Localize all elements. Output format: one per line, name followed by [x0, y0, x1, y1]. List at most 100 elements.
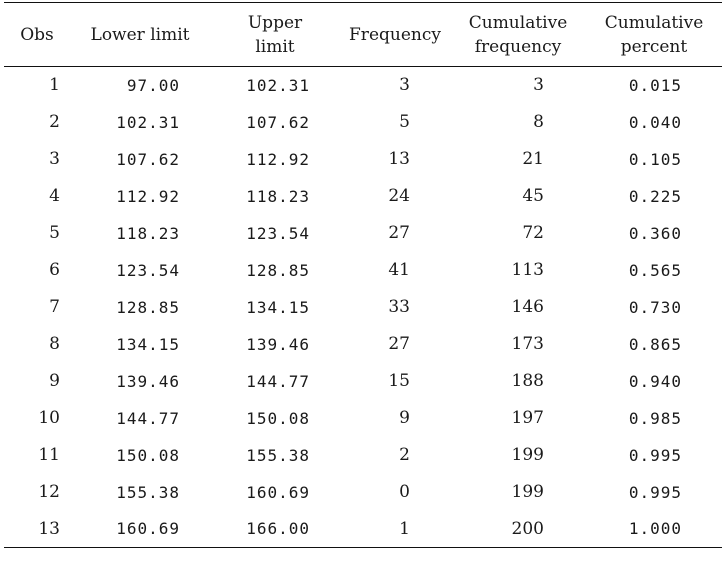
table-row: 6 123.54 128.85 41 113 0.565 [4, 252, 722, 289]
table-row: 10 144.77 150.08 9 197 0.985 [4, 400, 722, 437]
cell-frequency: 2 [399, 445, 410, 465]
cell-lower-limit: 102.31 [116, 112, 180, 132]
table-row: 1 97.00 102.31 3 3 0.015 [4, 67, 722, 104]
cell-upper-limit: 128.85 [246, 260, 310, 280]
cell-upper-limit: 118.23 [246, 186, 310, 206]
cell-obs: 4 [49, 186, 60, 206]
cell-upper-limit: 166.00 [246, 519, 310, 539]
cell-cumulative-frequency: 8 [533, 112, 544, 132]
header-lower-limit-label: Lower limit [90, 24, 190, 45]
table-row: 13 160.69 166.00 1 200 1.000 [4, 511, 722, 548]
header-lower-limit: Lower limit [70, 3, 210, 67]
cell-cumulative-percent: 0.225 [628, 186, 682, 206]
cell-obs: 6 [49, 260, 60, 280]
cell-cumulative-percent: 0.565 [628, 260, 682, 280]
cell-frequency: 5 [399, 112, 410, 132]
cell-cumulative-frequency: 45 [522, 186, 544, 206]
cell-frequency: 15 [388, 371, 410, 391]
cell-cumulative-frequency: 188 [511, 371, 544, 391]
cell-cumulative-percent: 1.000 [628, 519, 682, 539]
cell-cumulative-percent: 0.105 [628, 149, 682, 169]
cell-obs: 13 [38, 518, 60, 539]
header-upper-limit-line2: limit [255, 36, 295, 57]
table-row: 12 155.38 160.69 0 199 0.995 [4, 474, 722, 511]
header-cumulative-percent-line2: percent [620, 36, 688, 57]
cell-obs: 7 [49, 297, 60, 317]
cell-obs: 11 [38, 445, 60, 465]
header-cumulative-frequency-line1: Cumulative [468, 12, 568, 33]
cell-cumulative-percent: 0.040 [628, 112, 682, 132]
cell-frequency: 1 [399, 518, 410, 539]
cell-cumulative-percent: 0.995 [628, 482, 682, 502]
cell-lower-limit: 118.23 [116, 223, 180, 243]
cell-cumulative-percent: 0.985 [628, 408, 682, 428]
cell-upper-limit: 155.38 [246, 445, 310, 465]
cell-lower-limit: 144.77 [116, 408, 180, 428]
table-row: 11 150.08 155.38 2 199 0.995 [4, 437, 722, 474]
cell-frequency: 41 [388, 260, 410, 280]
cell-cumulative-percent: 0.865 [628, 334, 682, 354]
cell-obs: 10 [38, 408, 60, 428]
cell-lower-limit: 155.38 [116, 482, 180, 502]
header-cumulative-percent: Cumulative percent [586, 3, 722, 67]
cell-cumulative-frequency: 200 [511, 518, 544, 539]
cell-lower-limit: 112.92 [116, 186, 180, 206]
cell-cumulative-percent: 0.015 [628, 75, 682, 95]
cell-upper-limit: 102.31 [246, 75, 310, 95]
cell-upper-limit: 123.54 [246, 223, 310, 243]
frequency-table-container: Obs Lower limit Upper limit Frequency Cu… [4, 2, 722, 548]
cell-lower-limit: 128.85 [116, 297, 180, 317]
cell-cumulative-frequency: 197 [511, 408, 544, 428]
cell-frequency: 33 [388, 297, 410, 317]
cell-obs: 2 [49, 112, 60, 132]
cell-frequency: 0 [399, 482, 410, 502]
table-row: 9 139.46 144.77 15 188 0.940 [4, 363, 722, 400]
cell-upper-limit: 112.92 [246, 149, 310, 169]
cell-upper-limit: 144.77 [246, 371, 310, 391]
cell-lower-limit: 139.46 [116, 371, 180, 391]
cell-lower-limit: 134.15 [116, 334, 180, 354]
cell-lower-limit: 150.08 [116, 445, 180, 465]
header-frequency: Frequency [340, 3, 450, 67]
cell-lower-limit: 97.00 [126, 75, 180, 95]
cell-upper-limit: 134.15 [246, 297, 310, 317]
cell-upper-limit: 150.08 [246, 408, 310, 428]
cell-cumulative-frequency: 146 [511, 297, 544, 317]
header-cumulative-percent-line1: Cumulative [604, 12, 704, 33]
table-row: 5 118.23 123.54 27 72 0.360 [4, 215, 722, 252]
cell-obs: 9 [49, 371, 60, 391]
header-obs-label: Obs [20, 24, 54, 45]
cell-cumulative-percent: 0.940 [628, 371, 682, 391]
header-row: Obs Lower limit Upper limit Frequency Cu… [4, 2, 722, 67]
table-row: 7 128.85 134.15 33 146 0.730 [4, 289, 722, 326]
table-body: 1 97.00 102.31 3 3 0.015 2 102.31 107.62 5 8 0.040 3… [4, 67, 722, 548]
cell-upper-limit: 139.46 [246, 334, 310, 354]
cell-cumulative-frequency: 199 [511, 445, 544, 465]
cell-frequency: 3 [399, 75, 410, 96]
header-frequency-label: Frequency [349, 24, 441, 45]
cell-cumulative-percent: 0.360 [628, 223, 682, 243]
header-cumulative-frequency: Cumulative frequency [450, 3, 586, 67]
table-row: 2 102.31 107.62 5 8 0.040 [4, 104, 722, 141]
cell-lower-limit: 123.54 [116, 260, 180, 280]
cell-obs: 8 [49, 334, 60, 354]
cell-upper-limit: 160.69 [246, 482, 310, 502]
cell-cumulative-percent: 0.995 [628, 445, 682, 465]
cell-lower-limit: 160.69 [116, 519, 180, 539]
cell-obs: 1 [49, 75, 60, 96]
cell-cumulative-frequency: 3 [533, 75, 544, 96]
cell-obs: 5 [49, 223, 60, 243]
cell-cumulative-frequency: 72 [522, 223, 544, 243]
header-obs: Obs [4, 3, 70, 67]
header-upper-limit: Upper limit [210, 3, 340, 67]
cell-upper-limit: 107.62 [246, 112, 310, 132]
cell-frequency: 13 [388, 149, 410, 169]
cell-cumulative-frequency: 199 [511, 482, 544, 502]
cell-cumulative-frequency: 173 [511, 334, 544, 354]
cell-frequency: 9 [399, 408, 410, 428]
cell-frequency: 27 [388, 223, 410, 243]
table-row: 3 107.62 112.92 13 21 0.105 [4, 141, 722, 178]
cell-cumulative-frequency: 21 [522, 149, 544, 169]
cell-lower-limit: 107.62 [116, 149, 180, 169]
table-row: 4 112.92 118.23 24 45 0.225 [4, 178, 722, 215]
